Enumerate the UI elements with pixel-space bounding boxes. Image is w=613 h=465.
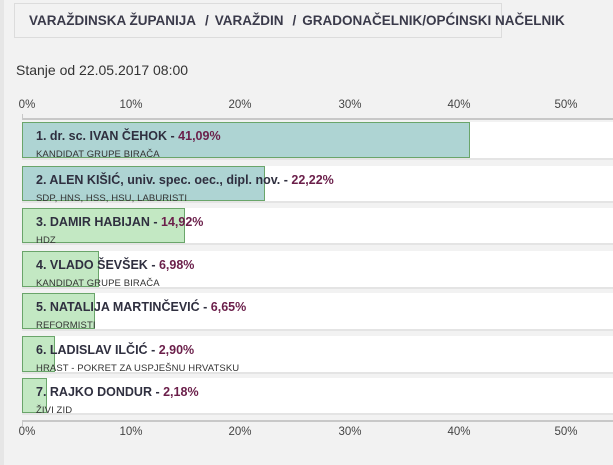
axis-stub (22, 114, 23, 120)
axis-tick: 30% (338, 99, 362, 111)
axis-tick: 0% (18, 99, 36, 111)
breadcrumb-election-type: GRADONAČELNIK/OPĆINSKI NAČELNIK (302, 13, 565, 28)
result-bar (22, 208, 185, 243)
candidate-row-2: 2. ALEN KIŠIĆ, univ. spec. oec., dipl. n… (22, 166, 613, 204)
candidate-label: 2. ALEN KIŠIĆ, univ. spec. oec., dipl. n… (36, 173, 334, 204)
candidate-party: ŽIVI ZID (36, 405, 73, 416)
candidate-label: 3. DAMIR HABIJAN - 14,92% HDZ (36, 215, 204, 246)
candidate-name: 1. dr. sc. IVAN ČEHOK (36, 129, 168, 143)
candidate-label: 5. NATALIJA MARTINČEVIĆ - 6,65% REFORMIS… (36, 300, 247, 331)
top-axis: 0% 10% 20% 30% 40% 50% (0, 99, 613, 119)
breadcrumb-separator: / (292, 13, 297, 28)
axis-tick: 10% (119, 426, 143, 438)
candidate-percentage: 22,22% (291, 173, 334, 187)
bottom-axis: 0% 10% 20% 30% 40% 50% (0, 426, 613, 446)
candidate-row-1: 1. dr. sc. IVAN ČEHOK - 41,09% KANDIDAT … (22, 122, 613, 160)
candidate-row-4: 4. VLADO ŠEVŠEK - 6,98% KANDIDAT GRUPE B… (22, 251, 613, 289)
left-edge-strip (0, 0, 4, 465)
candidate-party: REFORMISTI (36, 320, 96, 331)
candidate-label: 4. VLADO ŠEVŠEK - 6,98% KANDIDAT GRUPE B… (36, 258, 195, 289)
top-axis-line (22, 118, 613, 120)
candidate-percentage: 14,92% (161, 215, 204, 229)
candidate-name: 4. VLADO ŠEVŠEK (36, 258, 148, 272)
candidate-label: 1. dr. sc. IVAN ČEHOK - 41,09% KANDIDAT … (36, 129, 221, 160)
breadcrumb: VARAŽDINSKA ŽUPANIJA / VARAŽDIN / GRADON… (14, 3, 565, 38)
candidate-label: 7. RAJKO DONDUR - 2,18% ŽIVI ZID (36, 385, 199, 416)
candidate-row-3: 3. DAMIR HABIJAN - 14,92% HDZ (22, 208, 613, 246)
candidate-name: 3. DAMIR HABIJAN (36, 215, 150, 229)
axis-tick: 30% (338, 426, 362, 438)
candidate-percentage: 6,65% (210, 300, 247, 314)
candidate-party: KANDIDAT GRUPE BIRAČA (36, 278, 160, 289)
result-bar (22, 122, 470, 158)
candidate-percentage: 2,18% (163, 385, 199, 399)
bottom-axis-line (22, 420, 613, 422)
candidate-name: 7. RAJKO DONDUR (36, 385, 152, 399)
result-bar (22, 166, 265, 201)
candidate-party: KANDIDAT GRUPE BIRAČA (36, 149, 160, 160)
candidate-row-7: 7. RAJKO DONDUR - 2,18% ŽIVI ZID (22, 378, 613, 416)
result-bar (22, 336, 55, 372)
axis-tick: 40% (447, 99, 471, 111)
breadcrumb-city[interactable]: VARAŽDIN (214, 13, 284, 28)
axis-tick: 40% (447, 426, 471, 438)
axis-tick: 50% (554, 99, 578, 111)
candidate-name: 2. ALEN KIŠIĆ, univ. spec. oec., dipl. n… (36, 173, 281, 187)
breadcrumb-county[interactable]: VARAŽDINSKA ŽUPANIJA (29, 13, 197, 28)
status-timestamp: Stanje od 22.05.2017 08:00 (16, 62, 189, 78)
result-bar (22, 293, 95, 329)
axis-tick: 50% (554, 426, 578, 438)
candidate-name: 5. NATALIJA MARTINČEVIĆ (36, 300, 200, 314)
axis-tick: 20% (228, 426, 252, 438)
breadcrumb-separator: / (205, 13, 209, 28)
axis-tick: 20% (228, 99, 252, 111)
candidate-row-6: 6. LADISLAV ILČIĆ - 2,90% HRAST - POKRET… (22, 336, 613, 374)
axis-tick: 10% (119, 99, 143, 111)
candidate-party: HRAST - POKRET ZA USPJEŠNU HRVATSKU (36, 363, 240, 374)
candidate-name: 6. LADISLAV ILČIĆ (36, 343, 148, 357)
candidate-row-5: 5. NATALIJA MARTINČEVIĆ - 6,65% REFORMIS… (22, 293, 613, 331)
candidate-percentage: 2,90% (158, 343, 195, 357)
candidate-percentage: 6,98% (158, 258, 195, 272)
result-bar (22, 251, 99, 287)
candidate-percentage: 41,09% (178, 129, 221, 143)
candidate-label: 6. LADISLAV ILČIĆ - 2,90% HRAST - POKRET… (36, 343, 240, 374)
axis-tick: 0% (18, 426, 36, 438)
result-bar (22, 378, 47, 413)
axis-stub (22, 420, 23, 426)
candidate-party: SDP, HNS, HSS, HSU, LABURISTI (36, 193, 188, 204)
candidate-party: HDZ (36, 235, 56, 246)
